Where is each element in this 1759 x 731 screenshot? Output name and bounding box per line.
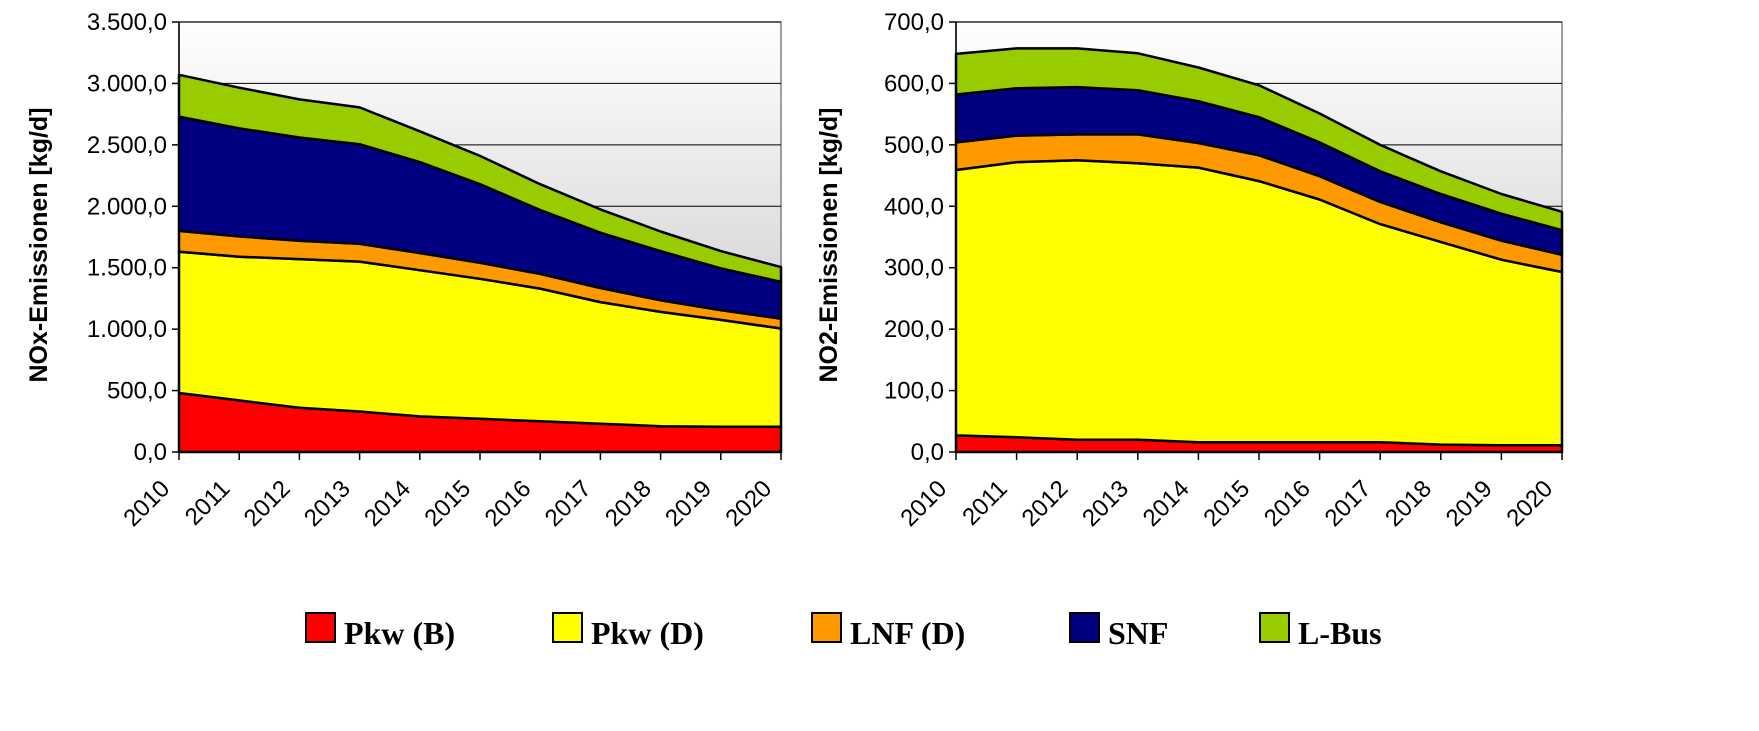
x-tick-label: 2017 xyxy=(1320,475,1377,532)
y-tick-label: 600,0 xyxy=(884,70,944,97)
no2-area-l-bus xyxy=(954,47,1564,232)
x-tick-label: 2011 xyxy=(957,475,1013,531)
x-tick-label: 2010 xyxy=(118,475,175,532)
y-tick-label: 3.500,0 xyxy=(87,9,167,36)
x-tick-label: 2020 xyxy=(1501,475,1558,532)
chart-legend: Pkw (B) Pkw (D) LNF (D) SNF L-Bus xyxy=(305,612,1382,651)
x-tick-label: 2016 xyxy=(480,475,537,532)
x-tick-label: 2015 xyxy=(1198,475,1255,532)
y-tick-label: 0,0 xyxy=(911,439,944,466)
x-tick-label: 2019 xyxy=(660,475,717,532)
legend-label-pkw-d: Pkw (D) xyxy=(591,615,704,651)
legend-swatch-pkw-b xyxy=(305,612,336,643)
x-tick-label: 2016 xyxy=(1259,475,1316,532)
y-tick-label: 200,0 xyxy=(884,316,944,343)
x-tick-label: 2012 xyxy=(1017,475,1074,532)
nox-area-l-bus xyxy=(177,73,783,284)
legend-swatch-pkw-d xyxy=(552,612,583,643)
nox-chart: 0,0 500,0 1.000,0 1.500,0 2.000,0 2.500,0 3.00… xyxy=(25,9,783,532)
x-tick-label: 2012 xyxy=(239,475,296,532)
x-tick-label: 2015 xyxy=(419,475,476,532)
y-tick-label: 1.000,0 xyxy=(87,316,167,343)
x-tick-label: 2018 xyxy=(1380,475,1437,532)
x-tick-label: 2013 xyxy=(299,475,356,532)
y-tick-label: 500,0 xyxy=(107,378,167,405)
y-tick-label: 100,0 xyxy=(884,378,944,405)
x-tick-label: 2019 xyxy=(1441,475,1498,532)
y-tick-label: 700,0 xyxy=(884,9,944,36)
x-tick-label: 2013 xyxy=(1077,475,1134,532)
y-axis-title: NO2-Emissionen [kg/d] xyxy=(815,107,843,382)
y-tick-label: 500,0 xyxy=(884,132,944,159)
y-axis-title: NOx-Emissionen [kg/d] xyxy=(25,107,53,382)
x-tick-label: 2017 xyxy=(540,475,597,532)
legend-label-snf: SNF xyxy=(1108,615,1168,651)
y-tick-label: 400,0 xyxy=(884,193,944,220)
x-tick-label: 2018 xyxy=(600,475,657,532)
legend-label-pkw-b: Pkw (B) xyxy=(344,615,455,651)
x-tick-label: 2014 xyxy=(1138,475,1195,532)
no2-chart: 0,0 100,0 200,0 300,0 400,0 500,0 600,0 700,0 20… xyxy=(815,9,1564,532)
y-tick-label: 2.500,0 xyxy=(87,132,167,159)
y-tick-label: 1.500,0 xyxy=(87,255,167,282)
y-tick-label: 2.000,0 xyxy=(87,193,167,220)
x-tick-label: 2020 xyxy=(720,475,777,532)
legend-swatch-snf xyxy=(1069,612,1100,643)
y-tick-label: 3.000,0 xyxy=(87,70,167,97)
legend-swatch-l-bus xyxy=(1259,612,1290,643)
x-tick-label: 2011 xyxy=(180,475,236,531)
x-tick-label: 2014 xyxy=(359,475,416,532)
legend-label-l-bus: L-Bus xyxy=(1298,615,1382,651)
y-tick-label: 0,0 xyxy=(134,439,167,466)
x-tick-label: 2010 xyxy=(895,475,952,532)
y-tick-label: 300,0 xyxy=(884,255,944,282)
legend-swatch-lnf-d xyxy=(811,612,842,643)
legend-label-lnf-d: LNF (D) xyxy=(850,615,965,651)
